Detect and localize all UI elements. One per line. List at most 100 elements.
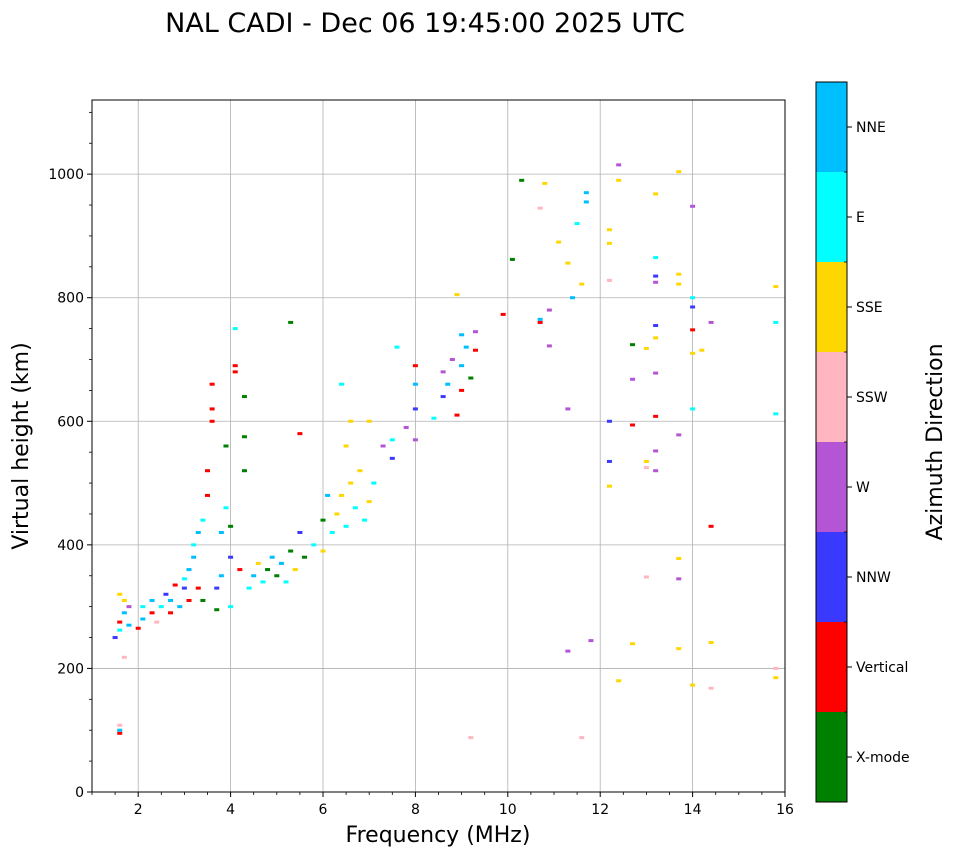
echo-point <box>690 204 696 208</box>
echo-point <box>588 639 594 643</box>
colorbar-swatch <box>816 532 847 622</box>
echo-point <box>320 549 326 553</box>
echo-point <box>459 333 465 337</box>
echo-point <box>468 376 474 380</box>
echo-point <box>454 413 460 417</box>
echo-point <box>325 493 331 497</box>
echo-point <box>616 178 622 182</box>
x-axis-label: Frequency (MHz) <box>346 823 531 848</box>
echo-point <box>676 556 682 560</box>
echo-point <box>168 611 174 615</box>
echo-point <box>140 605 146 609</box>
echo-point <box>653 469 659 473</box>
echo-point <box>690 351 696 355</box>
colorbar-frame <box>815 81 848 803</box>
x-tick-label: 6 <box>319 802 328 818</box>
echo-point <box>186 598 192 602</box>
echo-point <box>195 531 201 534</box>
echo-point <box>218 531 224 534</box>
echo-point <box>616 163 622 167</box>
echo-point <box>338 382 344 386</box>
echo-point <box>676 282 682 286</box>
echo-point <box>260 580 266 584</box>
echo-point <box>357 469 363 473</box>
echo-point <box>445 382 451 386</box>
x-axis-ticks: 2 4 6 8 10 12 14 16 <box>91 792 794 818</box>
echo-point <box>773 285 779 289</box>
echo-point <box>209 382 215 386</box>
echo-point <box>389 438 395 442</box>
echo-point <box>653 449 659 453</box>
echo-point <box>565 649 571 653</box>
echo-point <box>519 178 525 182</box>
echo-point <box>773 676 779 680</box>
echo-point <box>191 555 197 559</box>
colorbar-swatch <box>816 352 847 442</box>
echo-point <box>232 370 238 374</box>
echo-point <box>579 736 585 740</box>
echo-point <box>690 407 696 411</box>
y-tick-label: 200 <box>57 661 84 677</box>
echo-point <box>149 598 155 602</box>
echo-point <box>343 524 349 528</box>
echo-point <box>117 620 123 624</box>
echo-point <box>371 481 377 485</box>
echo-point <box>643 346 649 350</box>
echo-point <box>690 328 696 332</box>
echo-point <box>237 568 243 572</box>
echo-point <box>459 364 465 368</box>
echo-point <box>569 296 575 300</box>
echo-point <box>454 293 460 297</box>
colorbar-swatch <box>816 82 847 172</box>
echo-point <box>205 469 210 473</box>
echo-point <box>228 524 234 528</box>
echo-point <box>163 592 169 596</box>
echo-point <box>149 611 155 615</box>
colorbar-swatch <box>816 442 847 532</box>
echo-point <box>606 228 612 232</box>
echo-point <box>362 518 368 522</box>
echo-point <box>117 628 123 632</box>
echo-point <box>616 679 622 683</box>
echo-point <box>676 577 682 581</box>
colorbar-tick-label: SSW <box>856 390 888 406</box>
echo-point <box>653 324 659 328</box>
echo-point <box>209 419 215 423</box>
echo-point <box>459 388 465 392</box>
echo-point <box>690 296 696 300</box>
echo-point <box>246 586 252 590</box>
echo-point <box>334 512 340 516</box>
x-tick-label: 8 <box>411 802 420 818</box>
y-tick-label: 800 <box>57 291 84 307</box>
echo-point <box>241 395 247 399</box>
echo-point <box>653 192 659 196</box>
echo-point <box>121 598 127 602</box>
echo-point <box>653 336 659 340</box>
echo-point <box>366 500 372 504</box>
echo-point <box>708 524 714 528</box>
colorbar-swatch <box>816 262 847 352</box>
colorbar-swatch <box>816 172 847 262</box>
echo-point <box>228 605 234 609</box>
x-tick-label: 2 <box>134 802 143 818</box>
echo-point <box>348 419 354 423</box>
echo-point <box>214 586 220 590</box>
echo-point <box>537 206 543 210</box>
echo-point <box>191 543 197 547</box>
echo-point <box>241 435 247 439</box>
echo-point <box>676 433 682 437</box>
echo-point <box>195 586 201 590</box>
echo-point <box>214 608 220 612</box>
echo-point <box>389 456 395 460</box>
echo-point <box>205 493 210 497</box>
echo-point <box>168 598 174 602</box>
echo-point <box>126 605 132 609</box>
echo-point <box>708 320 714 324</box>
colorbar-swatch <box>816 712 847 802</box>
echo-point <box>394 345 400 349</box>
echo-point <box>676 170 682 174</box>
echo-point <box>699 348 705 352</box>
echo-point <box>329 531 335 534</box>
echo-point <box>200 598 206 602</box>
colorbar-tick-label: Vertical <box>856 660 908 676</box>
